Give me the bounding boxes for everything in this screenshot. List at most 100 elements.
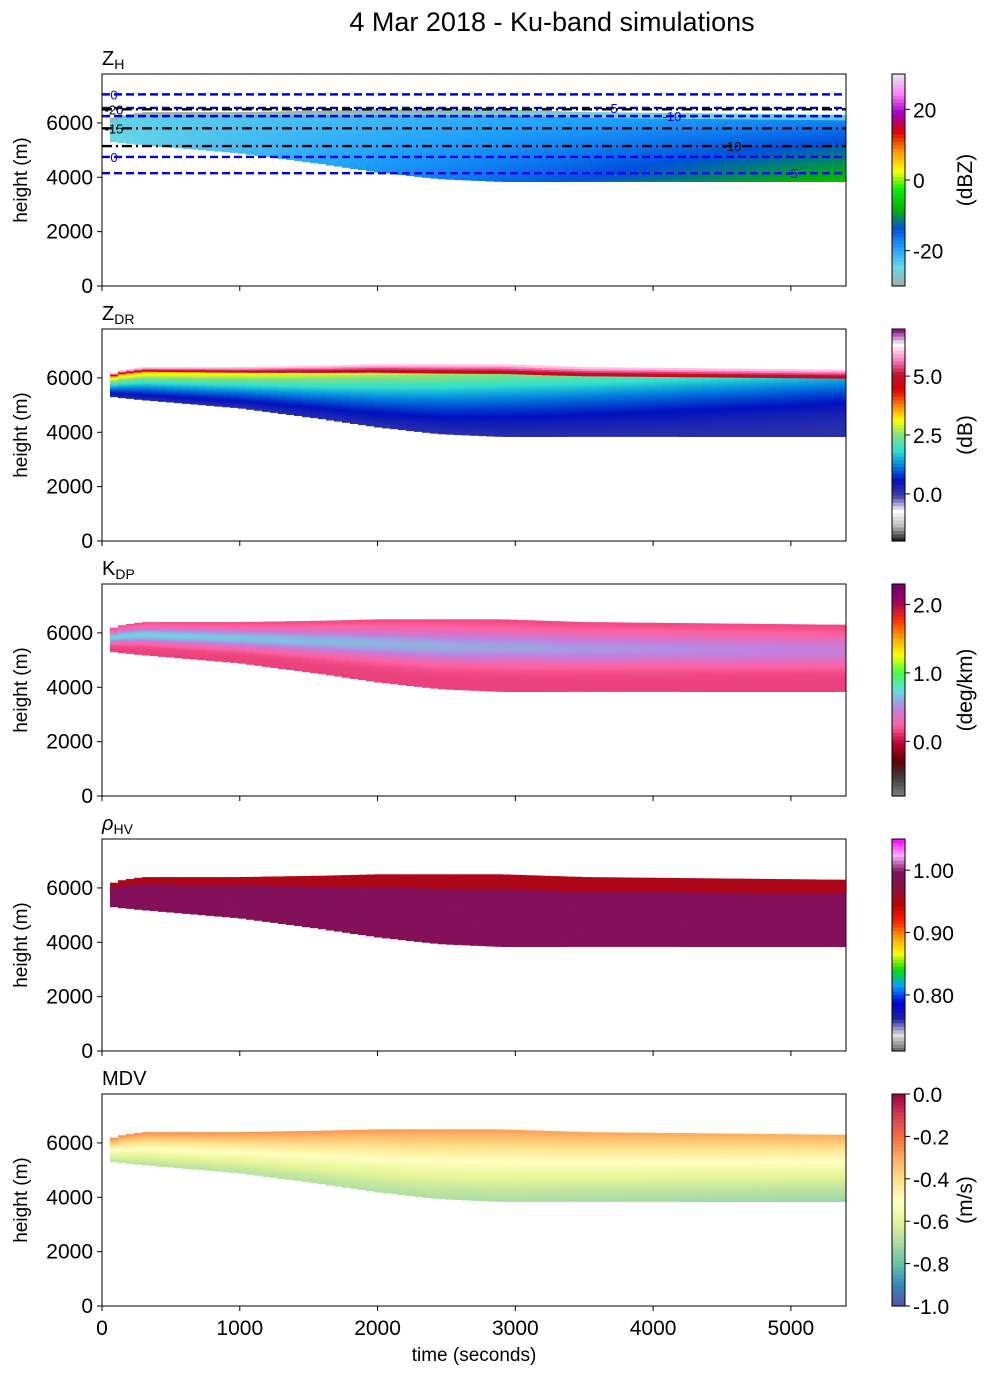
- echo-cell: [126, 136, 135, 138]
- colorbar-segment: [892, 236, 905, 241]
- echo-cell: [422, 173, 431, 177]
- echo-cell: [462, 142, 471, 146]
- echo-cell: [334, 136, 343, 139]
- echo-cell: [278, 389, 287, 392]
- echo-cell: [318, 389, 327, 392]
- echo-cell: [118, 387, 127, 389]
- echo-cell: [742, 113, 751, 116]
- echo-cell: [382, 114, 391, 117]
- echo-cell: [198, 391, 207, 393]
- colorbar-segment: [892, 204, 905, 209]
- y-tick-label: 6000: [46, 112, 93, 135]
- echo-cell: [654, 179, 663, 182]
- echo-cell: [710, 169, 719, 172]
- echo-cell: [830, 174, 839, 177]
- echo-cell: [294, 371, 303, 373]
- echo-cell: [758, 120, 767, 123]
- echo-cell: [190, 373, 199, 375]
- echo-cell: [782, 154, 791, 157]
- echo-cell: [734, 122, 743, 125]
- echo-cell: [326, 411, 335, 414]
- echo-cell: [150, 125, 159, 127]
- echo-cell: [270, 390, 279, 393]
- echo-cell: [814, 154, 823, 157]
- echo-cell: [214, 115, 223, 118]
- echo-cell: [374, 128, 383, 131]
- echo-cell: [110, 132, 119, 134]
- echo-cell: [166, 125, 175, 127]
- echo-cell: [622, 124, 631, 127]
- echo-cell: [278, 368, 287, 371]
- echo-cell: [494, 129, 503, 132]
- echo-cell: [214, 122, 223, 125]
- echo-cell: [414, 121, 423, 124]
- echo-cell: [718, 149, 727, 152]
- echo-cell: [310, 367, 319, 369]
- echo-cell: [566, 129, 575, 132]
- echo-cell: [806, 121, 815, 124]
- echo-cell: [334, 138, 343, 141]
- echo-cell: [270, 369, 279, 372]
- echo-cell: [430, 142, 439, 145]
- echo-cell: [278, 124, 287, 127]
- echo-cell: [462, 135, 471, 139]
- echo-cell: [190, 388, 199, 390]
- echo-cell: [270, 411, 279, 413]
- echo-cell: [814, 163, 823, 166]
- echo-cell: [318, 396, 327, 398]
- echo-cell: [174, 122, 183, 125]
- echo-cell: [214, 399, 223, 401]
- echo-cell: [742, 150, 751, 154]
- echo-cell: [142, 381, 151, 383]
- echo-cell: [718, 122, 727, 125]
- echo-cell: [446, 175, 455, 178]
- echo-cell: [126, 129, 135, 131]
- echo-cell: [166, 133, 175, 135]
- echo-cell: [166, 395, 175, 398]
- echo-cell: [118, 391, 127, 393]
- echo-cell: [254, 145, 263, 148]
- echo-cell: [214, 367, 223, 369]
- echo-cell: [182, 112, 191, 114]
- echo-cell: [686, 140, 695, 143]
- echo-cell: [542, 142, 551, 145]
- echo-cell: [622, 141, 631, 145]
- colorbar-segment: [892, 172, 905, 177]
- echo-cell: [318, 139, 327, 142]
- echo-cell: [126, 377, 135, 380]
- echo-cell: [150, 126, 159, 128]
- echo-cell: [342, 416, 351, 419]
- echo-cell: [662, 160, 671, 164]
- echo-cell: [214, 383, 223, 386]
- echo-cell: [118, 120, 127, 122]
- echo-cell: [646, 174, 655, 177]
- echo-cell: [590, 145, 599, 148]
- echo-cell: [686, 128, 695, 131]
- echo-cell: [294, 369, 303, 372]
- echo-cell: [486, 168, 495, 171]
- echo-cell: [750, 137, 759, 140]
- echo-cell: [574, 146, 583, 149]
- echo-cell: [574, 115, 583, 118]
- echo-cell: [694, 135, 703, 138]
- echo-cell: [398, 146, 407, 149]
- echo-cell: [206, 388, 215, 390]
- echo-cell: [342, 158, 351, 161]
- echo-cell: [342, 120, 351, 123]
- echo-cell: [518, 147, 527, 150]
- echo-cell: [126, 124, 135, 126]
- echo-cell: [326, 407, 335, 410]
- echo-cell: [150, 132, 159, 134]
- echo-cell: [286, 383, 295, 385]
- echo-cell: [374, 153, 383, 156]
- echo-cell: [694, 149, 703, 152]
- echo-cell: [566, 139, 575, 142]
- echo-cell: [318, 149, 327, 151]
- echo-cell: [598, 117, 607, 120]
- echo-cell: [286, 143, 295, 146]
- echo-cell: [254, 370, 263, 372]
- echo-cell: [494, 143, 503, 146]
- echo-cell: [174, 396, 183, 398]
- echo-cell: [286, 140, 295, 142]
- echo-cell: [254, 385, 263, 387]
